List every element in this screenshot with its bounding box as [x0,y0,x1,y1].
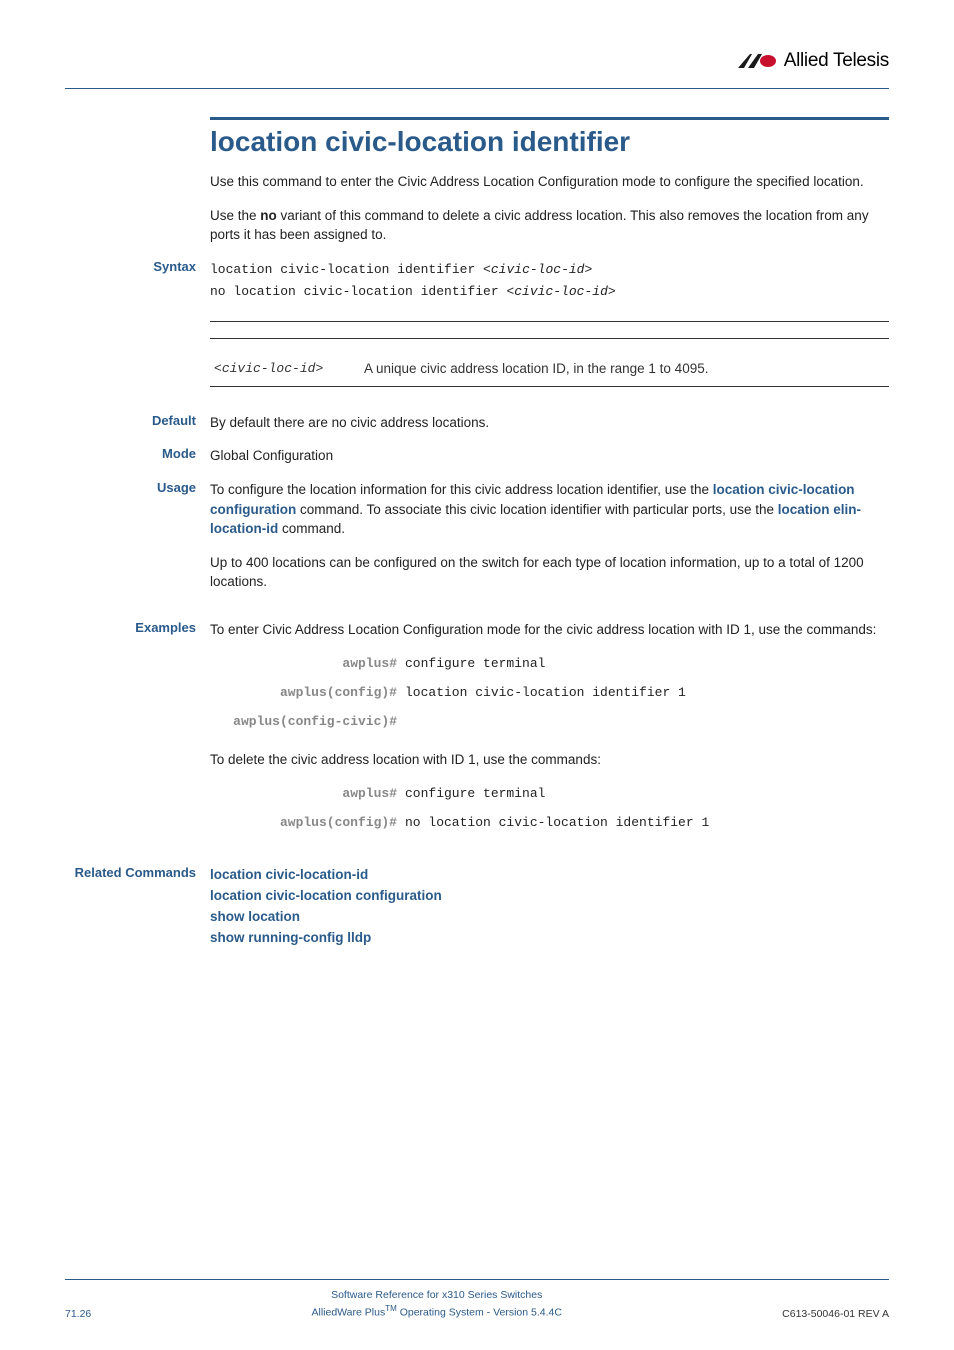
syntax-body: location civic-location identifier <civi… [210,259,889,303]
default-label: Default [65,413,210,428]
brand-logo-mark [738,52,780,70]
mode-body: Global Configuration [210,446,889,466]
mode-label: Mode [65,446,210,461]
brand-logo: Allied Telesis [738,50,889,72]
footer-center: Software Reference for x310 Series Switc… [311,1288,561,1320]
related-label: Related Commands [65,865,210,880]
page-header: Allied Telesis [65,50,889,82]
usage-label: Usage [65,480,210,495]
title-rule [210,117,889,120]
default-section: Default By default there are no civic ad… [210,413,889,433]
syntax-label: Syntax [65,259,210,274]
link-related-2[interactable]: location civic-location configuration [210,886,889,907]
parameter-table: <civic-loc-id> A unique civic address lo… [210,321,889,387]
usage-body: To configure the location information fo… [210,480,889,606]
default-body: By default there are no civic address lo… [210,413,889,433]
page-footer: 71.26 Software Reference for x310 Series… [65,1279,889,1320]
examples-label: Examples [65,620,210,635]
page-title: location civic-location identifier [210,126,889,158]
usage-section: Usage To configure the location informat… [210,480,889,606]
link-related-1[interactable]: location civic-location-id [210,865,889,886]
parameter-name: <civic-loc-id> [214,361,364,376]
intro-paragraph-1: Use this command to enter the Civic Addr… [210,172,889,192]
link-related-3[interactable]: show location [210,907,889,928]
intro-paragraph-2: Use the no variant of this command to de… [210,206,889,245]
brand-name: Allied Telesis [784,50,889,72]
examples-section: Examples To enter Civic Address Location… [210,620,889,851]
mode-section: Mode Global Configuration [210,446,889,466]
command-block-2: awplus#configure terminal awplus(config)… [210,785,889,833]
parameter-description: A unique civic address location ID, in t… [364,361,885,376]
header-divider [65,88,889,89]
link-related-4[interactable]: show running-config lldp [210,928,889,949]
footer-doc-id: C613-50046-01 REV A [782,1308,889,1320]
related-body: location civic-location-id location civi… [210,865,889,949]
footer-divider [65,1279,889,1280]
examples-body: To enter Civic Address Location Configur… [210,620,889,851]
footer-page-number: 71.26 [65,1308,91,1320]
parameter-row: <civic-loc-id> A unique civic address lo… [210,339,889,386]
command-block-1: awplus#configure terminal awplus(config)… [210,655,889,732]
syntax-section: Syntax location civic-location identifie… [210,259,889,303]
related-section: Related Commands location civic-location… [210,865,889,949]
